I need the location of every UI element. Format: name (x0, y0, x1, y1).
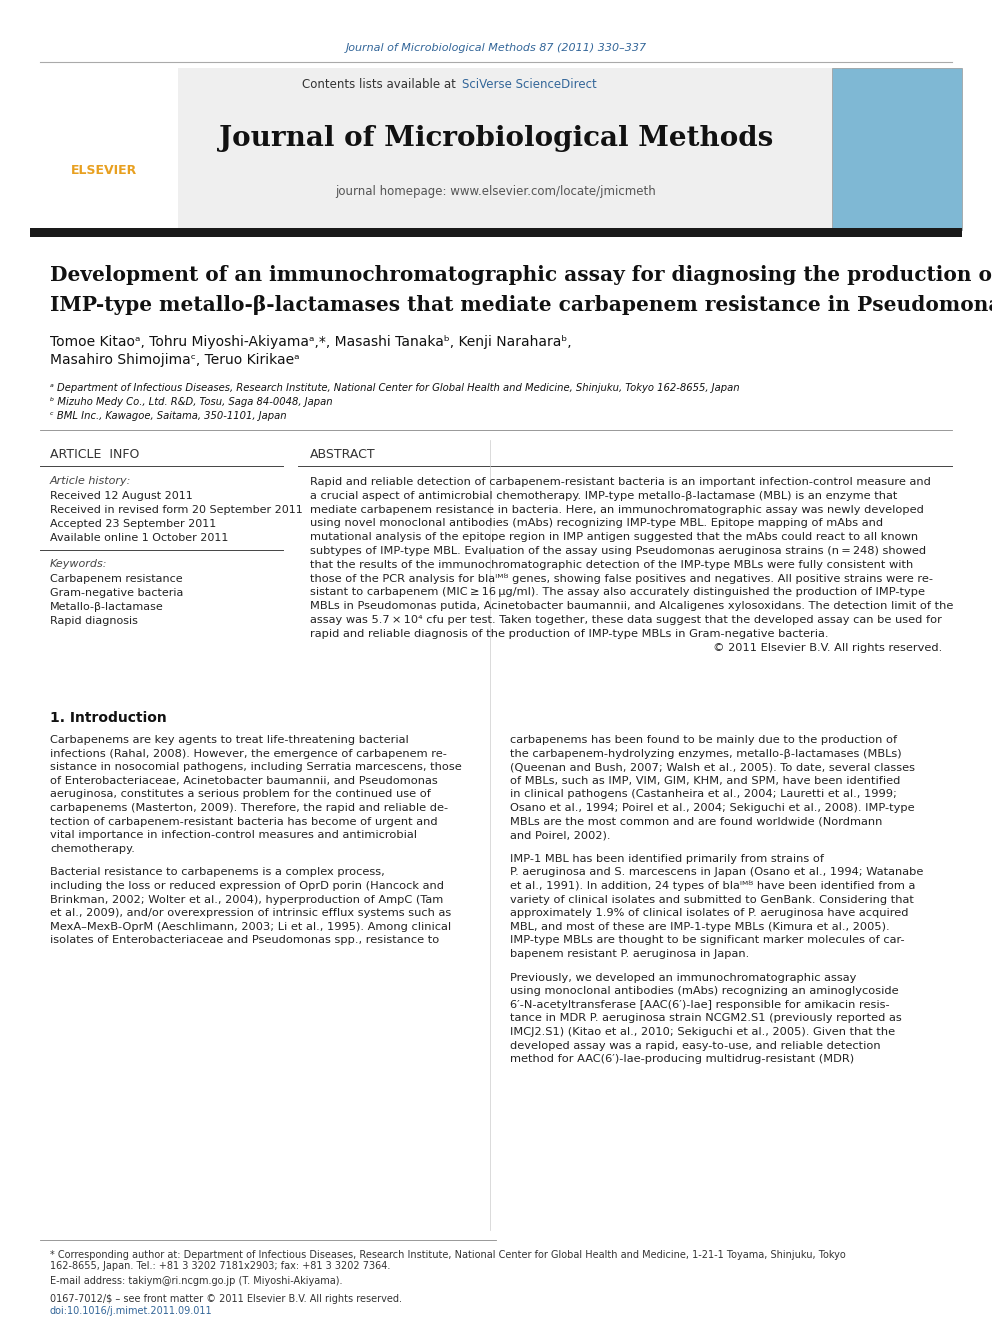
Text: Received in revised form 20 September 2011: Received in revised form 20 September 20… (50, 505, 303, 515)
Text: tance in MDR P. aeruginosa strain NCGM2.S1 (previously reported as: tance in MDR P. aeruginosa strain NCGM2.… (510, 1013, 902, 1024)
Text: Metallo-β-lactamase: Metallo-β-lactamase (50, 602, 164, 613)
Text: tection of carbapenem-resistant bacteria has become of urgent and: tection of carbapenem-resistant bacteria… (50, 816, 437, 827)
Text: Carbapenem resistance: Carbapenem resistance (50, 574, 183, 583)
Text: (Queenan and Bush, 2007; Walsh et al., 2005). To date, several classes: (Queenan and Bush, 2007; Walsh et al., 2… (510, 762, 915, 773)
Text: P. aeruginosa and S. marcescens in Japan (Osano et al., 1994; Watanabe: P. aeruginosa and S. marcescens in Japan… (510, 868, 924, 877)
Text: the carbapenem-hydrolyzing enzymes, metallo-β-lactamases (MBLs): the carbapenem-hydrolyzing enzymes, meta… (510, 749, 902, 758)
Text: sistance in nosocomial pathogens, including Serratia marcescens, those: sistance in nosocomial pathogens, includ… (50, 762, 461, 773)
Text: using novel monoclonal antibodies (mAbs) recognizing IMP-type MBL. Epitope mappi: using novel monoclonal antibodies (mAbs)… (310, 519, 883, 528)
Bar (30, 228, 962, 237)
Text: in clinical pathogens (Castanheira et al., 2004; Lauretti et al., 1999;: in clinical pathogens (Castanheira et al… (510, 790, 897, 799)
Text: mutational analysis of the epitope region in IMP antigen suggested that the mAbs: mutational analysis of the epitope regio… (310, 532, 919, 542)
Text: Keywords:: Keywords: (50, 560, 107, 569)
Text: ELSEVIER: ELSEVIER (70, 164, 137, 176)
Text: Journal of Microbiological Methods 87 (2011) 330–337: Journal of Microbiological Methods 87 (2… (345, 44, 647, 53)
Text: doi:10.1016/j.mimet.2011.09.011: doi:10.1016/j.mimet.2011.09.011 (50, 1306, 212, 1316)
Text: E-mail address: takiym@ri.ncgm.go.jp (T. Miyoshi-Akiyama).: E-mail address: takiym@ri.ncgm.go.jp (T.… (50, 1275, 342, 1286)
Text: Osano et al., 1994; Poirel et al., 2004; Sekiguchi et al., 2008). IMP-type: Osano et al., 1994; Poirel et al., 2004;… (510, 803, 915, 814)
Text: Contents lists available at: Contents lists available at (303, 78, 460, 90)
Text: Rapid and reliable detection of carbapenem-resistant bacteria is an important in: Rapid and reliable detection of carbapen… (310, 478, 930, 487)
Text: mediate carbapenem resistance in bacteria. Here, an immunochromatographic assay : mediate carbapenem resistance in bacteri… (310, 504, 924, 515)
Text: ᵃ Department of Infectious Diseases, Research Institute, National Center for Glo: ᵃ Department of Infectious Diseases, Res… (50, 382, 740, 393)
Text: developed assay was a rapid, easy-to-use, and reliable detection: developed assay was a rapid, easy-to-use… (510, 1041, 881, 1050)
Bar (832, 67, 962, 230)
Text: SciVerse ScienceDirect: SciVerse ScienceDirect (462, 78, 597, 90)
Text: a crucial aspect of antimicrobial chemotherapy. IMP-type metallo-β-lactamase (MB: a crucial aspect of antimicrobial chemot… (310, 491, 898, 501)
Text: that the results of the immunochromatographic detection of the IMP-type MBLs wer: that the results of the immunochromatogr… (310, 560, 914, 570)
Text: sistant to carbapenem (MIC ≥ 16 μg/ml). The assay also accurately distinguished : sistant to carbapenem (MIC ≥ 16 μg/ml). … (310, 587, 925, 598)
Text: * Corresponding author at: Department of Infectious Diseases, Research Institute: * Corresponding author at: Department of… (50, 1250, 846, 1259)
Text: ᶜ BML Inc., Kawagoe, Saitama, 350-1101, Japan: ᶜ BML Inc., Kawagoe, Saitama, 350-1101, … (50, 411, 287, 421)
Text: IMCJ2.S1) (Kitao et al., 2010; Sekiguchi et al., 2005). Given that the: IMCJ2.S1) (Kitao et al., 2010; Sekiguchi… (510, 1027, 895, 1037)
Text: © 2011 Elsevier B.V. All rights reserved.: © 2011 Elsevier B.V. All rights reserved… (712, 643, 942, 652)
Text: infections (Rahal, 2008). However, the emergence of carbapenem re-: infections (Rahal, 2008). However, the e… (50, 749, 446, 758)
Text: bapenem resistant P. aeruginosa in Japan.: bapenem resistant P. aeruginosa in Japan… (510, 949, 749, 959)
Text: MBL, and most of these are IMP-1-type MBLs (Kimura et al., 2005).: MBL, and most of these are IMP-1-type MB… (510, 922, 890, 931)
Text: Development of an immunochromatographic assay for diagnosing the production of: Development of an immunochromatographic … (50, 265, 992, 284)
Text: chemotherapy.: chemotherapy. (50, 844, 135, 853)
Text: 6′-N-acetyltransferase [AAC(6′)-Iae] responsible for amikacin resis-: 6′-N-acetyltransferase [AAC(6′)-Iae] res… (510, 1000, 890, 1009)
Text: approximately 1.9% of clinical isolates of P. aeruginosa have acquired: approximately 1.9% of clinical isolates … (510, 908, 909, 918)
Bar (30, 67, 962, 230)
Text: 162-8655, Japan. Tel.: +81 3 3202 7181x2903; fax: +81 3 3202 7364.: 162-8655, Japan. Tel.: +81 3 3202 7181x2… (50, 1261, 391, 1271)
Text: Carbapenems are key agents to treat life-threatening bacterial: Carbapenems are key agents to treat life… (50, 736, 409, 745)
Text: those of the PCR analysis for blaᴵᴹᴽ genes, showing false positives and negative: those of the PCR analysis for blaᴵᴹᴽ gen… (310, 573, 933, 583)
Text: MexA–MexB-OprM (Aeschlimann, 2003; Li et al., 1995). Among clinical: MexA–MexB-OprM (Aeschlimann, 2003; Li et… (50, 922, 451, 931)
Text: method for AAC(6′)-Iae-producing multidrug-resistant (MDR): method for AAC(6′)-Iae-producing multidr… (510, 1054, 854, 1064)
Text: vital importance in infection-control measures and antimicrobial: vital importance in infection-control me… (50, 831, 417, 840)
Text: Rapid diagnosis: Rapid diagnosis (50, 617, 138, 626)
Text: including the loss or reduced expression of OprD porin (Hancock and: including the loss or reduced expression… (50, 881, 444, 890)
Text: carbapenems (Masterton, 2009). Therefore, the rapid and reliable de-: carbapenems (Masterton, 2009). Therefore… (50, 803, 448, 814)
Text: carbapenems has been found to be mainly due to the production of: carbapenems has been found to be mainly … (510, 736, 897, 745)
Text: MBLs in Pseudomonas putida, Acinetobacter baumannii, and Alcaligenes xylosoxidan: MBLs in Pseudomonas putida, Acinetobacte… (310, 601, 953, 611)
Text: Previously, we developed an immunochromatographic assay: Previously, we developed an immunochroma… (510, 972, 856, 983)
Text: Gram-negative bacteria: Gram-negative bacteria (50, 587, 184, 598)
Text: Bacterial resistance to carbapenems is a complex process,: Bacterial resistance to carbapenems is a… (50, 868, 385, 877)
Text: of Enterobacteriaceae, Acinetobacter baumannii, and Pseudomonas: of Enterobacteriaceae, Acinetobacter bau… (50, 775, 437, 786)
Text: IMP-type MBLs are thought to be significant marker molecules of car-: IMP-type MBLs are thought to be signific… (510, 935, 905, 946)
Text: Brinkman, 2002; Wolter et al., 2004), hyperproduction of AmpC (Tam: Brinkman, 2002; Wolter et al., 2004), hy… (50, 894, 443, 905)
Text: Masahiro Shimojimaᶜ, Teruo Kirikaeᵃ: Masahiro Shimojimaᶜ, Teruo Kirikaeᵃ (50, 353, 300, 366)
Text: IMP-type metallo-β-lactamases that mediate carbapenem resistance in Pseudomonas: IMP-type metallo-β-lactamases that media… (50, 295, 992, 315)
Text: rapid and reliable diagnosis of the production of IMP-type MBLs in Gram-negative: rapid and reliable diagnosis of the prod… (310, 628, 828, 639)
Text: isolates of Enterobacteriaceae and Pseudomonas spp., resistance to: isolates of Enterobacteriaceae and Pseud… (50, 935, 439, 946)
Text: and Poirel, 2002).: and Poirel, 2002). (510, 831, 610, 840)
Text: 1. Introduction: 1. Introduction (50, 710, 167, 725)
Text: of MBLs, such as IMP, VIM, GIM, KHM, and SPM, have been identified: of MBLs, such as IMP, VIM, GIM, KHM, and… (510, 775, 901, 786)
Text: subtypes of IMP-type MBL. Evaluation of the assay using Pseudomonas aeruginosa s: subtypes of IMP-type MBL. Evaluation of … (310, 546, 927, 556)
Text: ABSTRACT: ABSTRACT (310, 448, 376, 462)
Text: Received 12 August 2011: Received 12 August 2011 (50, 491, 192, 501)
Text: Article history:: Article history: (50, 476, 131, 486)
Text: 0167-7012/$ – see front matter © 2011 Elsevier B.V. All rights reserved.: 0167-7012/$ – see front matter © 2011 El… (50, 1294, 402, 1304)
Text: ᵇ Mizuho Medy Co., Ltd. R&D, Tosu, Saga 84-0048, Japan: ᵇ Mizuho Medy Co., Ltd. R&D, Tosu, Saga … (50, 397, 332, 407)
Text: IMP-1 MBL has been identified primarily from strains of: IMP-1 MBL has been identified primarily … (510, 853, 824, 864)
Text: et al., 1991). In addition, 24 types of blaᴵᴹᴽ have been identified from a: et al., 1991). In addition, 24 types of … (510, 881, 916, 892)
Text: assay was 5.7 × 10⁴ cfu per test. Taken together, these data suggest that the de: assay was 5.7 × 10⁴ cfu per test. Taken … (310, 615, 941, 624)
Text: Accepted 23 September 2011: Accepted 23 September 2011 (50, 519, 216, 529)
Bar (30, 67, 178, 230)
Text: variety of clinical isolates and submitted to GenBank. Considering that: variety of clinical isolates and submitt… (510, 894, 914, 905)
Text: Available online 1 October 2011: Available online 1 October 2011 (50, 533, 228, 542)
Text: aeruginosa, constitutes a serious problem for the continued use of: aeruginosa, constitutes a serious proble… (50, 790, 431, 799)
Text: MBLs are the most common and are found worldwide (Nordmann: MBLs are the most common and are found w… (510, 816, 882, 827)
Text: Tomoe Kitaoᵃ, Tohru Miyoshi-Akiyamaᵃ,*, Masashi Tanakaᵇ, Kenji Naraharaᵇ,: Tomoe Kitaoᵃ, Tohru Miyoshi-Akiyamaᵃ,*, … (50, 335, 571, 349)
Text: Journal of Microbiological Methods: Journal of Microbiological Methods (219, 124, 773, 152)
Text: ARTICLE  INFO: ARTICLE INFO (50, 448, 139, 462)
Text: journal homepage: www.elsevier.com/locate/jmicmeth: journal homepage: www.elsevier.com/locat… (335, 185, 657, 198)
Text: et al., 2009), and/or overexpression of intrinsic efflux systems such as: et al., 2009), and/or overexpression of … (50, 908, 451, 918)
Text: using monoclonal antibodies (mAbs) recognizing an aminoglycoside: using monoclonal antibodies (mAbs) recog… (510, 986, 899, 996)
